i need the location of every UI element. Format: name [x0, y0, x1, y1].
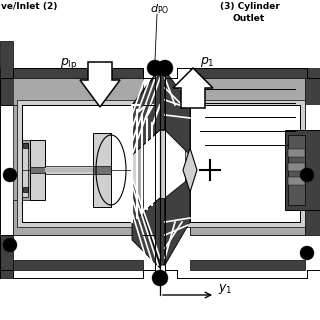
Text: (3) Cylinder: (3) Cylinder [220, 2, 280, 11]
Bar [13, 105, 143, 235]
Bar [13, 260, 143, 270]
Polygon shape [132, 198, 160, 268]
Bar [22, 143, 28, 197]
Polygon shape [80, 62, 120, 107]
Circle shape [300, 168, 314, 182]
Polygon shape [165, 178, 190, 265]
Polygon shape [132, 70, 165, 155]
Circle shape [157, 60, 173, 76]
Bar [288, 163, 305, 171]
Bar [288, 135, 305, 205]
Bar [13, 200, 143, 235]
Bar [93, 166, 111, 174]
Bar [0, 41, 13, 78]
Bar [305, 68, 320, 105]
Bar [22, 105, 132, 222]
Bar [13, 68, 143, 78]
Text: $p_{\mathrm{lp}}$: $p_{\mathrm{lp}}$ [60, 56, 77, 71]
Bar [13, 78, 143, 105]
Polygon shape [165, 70, 190, 155]
Bar [45, 166, 93, 174]
Circle shape [147, 60, 163, 76]
Bar [45, 168, 93, 172]
Bar [190, 105, 305, 235]
Polygon shape [173, 68, 213, 108]
Bar [190, 200, 305, 235]
Polygon shape [132, 68, 160, 155]
Bar [190, 105, 300, 222]
Text: $y_{\mathrm{1}}$: $y_{\mathrm{1}}$ [218, 282, 232, 296]
Circle shape [300, 246, 314, 260]
Bar [22, 105, 132, 222]
Circle shape [152, 270, 168, 286]
Bar [30, 167, 45, 173]
Circle shape [3, 168, 17, 182]
Circle shape [3, 238, 17, 252]
Polygon shape [132, 178, 165, 265]
Text: Outlet: Outlet [232, 14, 264, 23]
Bar [23, 143, 28, 148]
Text: $d_{\mathrm{PO}}$: $d_{\mathrm{PO}}$ [150, 2, 170, 16]
Bar [17, 100, 137, 227]
Bar [190, 78, 305, 105]
Text: ve/Inlet (2): ve/Inlet (2) [1, 2, 57, 11]
Bar [93, 133, 111, 207]
Bar [160, 130, 165, 198]
Bar [190, 68, 305, 78]
Bar [0, 235, 13, 278]
Bar [190, 105, 300, 222]
Bar [22, 140, 32, 200]
Text: $p_{\mathrm{1}}$: $p_{\mathrm{1}}$ [200, 55, 215, 69]
Bar [285, 130, 320, 210]
Bar [288, 177, 305, 185]
Bar [30, 140, 45, 200]
Polygon shape [183, 148, 197, 192]
Bar [190, 260, 305, 270]
Bar [305, 192, 320, 235]
Bar [288, 149, 305, 157]
Bar [0, 68, 13, 105]
Bar [23, 187, 28, 192]
Bar [185, 100, 305, 227]
